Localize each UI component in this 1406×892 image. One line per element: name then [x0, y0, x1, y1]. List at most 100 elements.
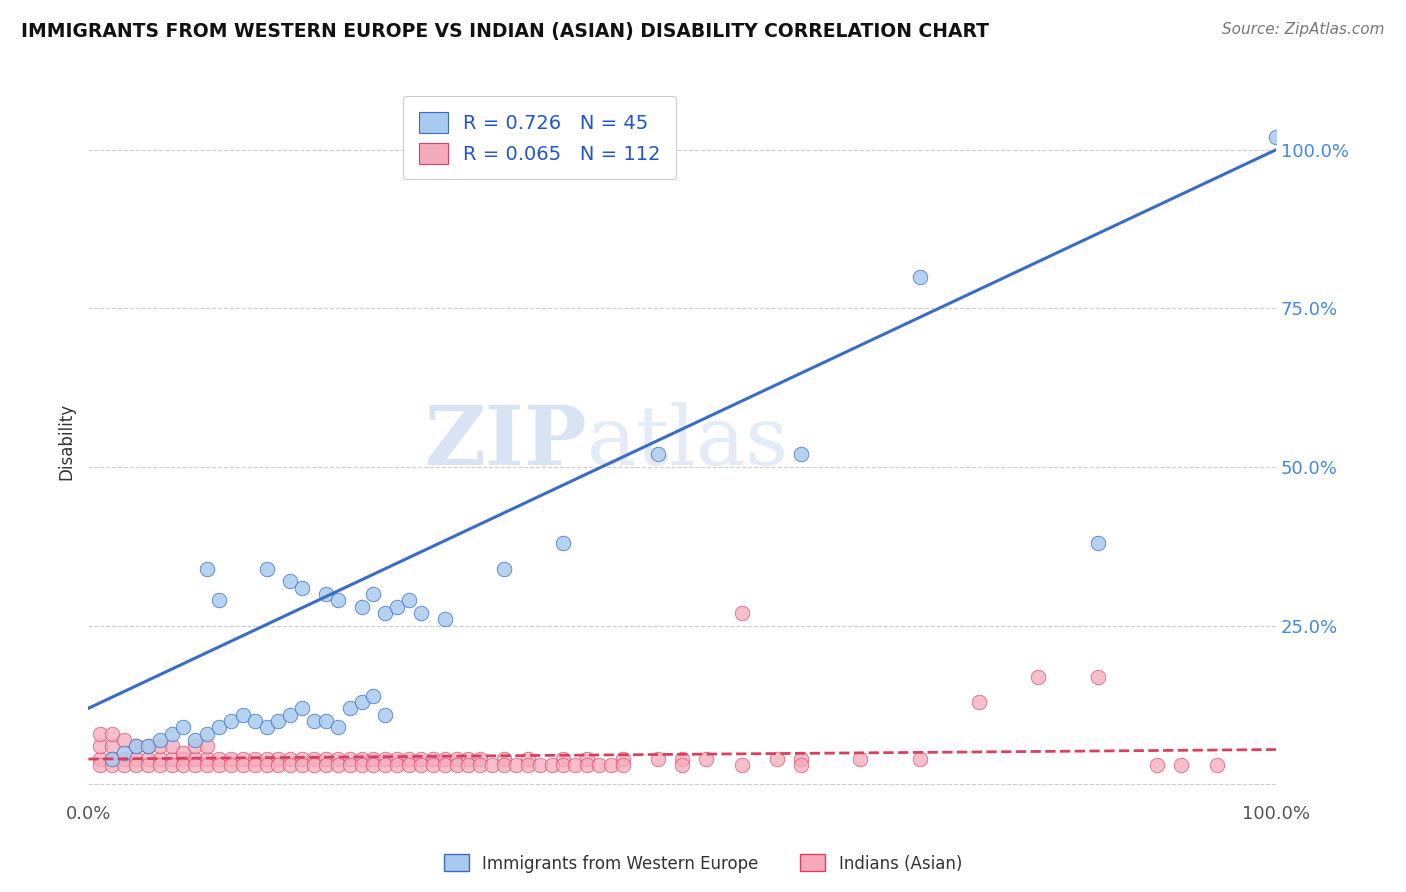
Point: [1087, 536, 1109, 550]
Point: [908, 752, 931, 766]
Point: [339, 752, 361, 766]
Point: [790, 447, 813, 461]
Point: [576, 758, 599, 772]
Point: [647, 752, 669, 766]
Point: [492, 562, 515, 576]
Point: [149, 739, 172, 754]
Point: [363, 689, 385, 703]
Point: [326, 758, 349, 772]
Point: [730, 758, 752, 772]
Point: [278, 758, 301, 772]
Point: [112, 752, 135, 766]
Point: [302, 752, 325, 766]
Point: [208, 752, 231, 766]
Point: [256, 758, 278, 772]
Point: [315, 587, 337, 601]
Point: [232, 707, 254, 722]
Point: [505, 758, 527, 772]
Point: [470, 758, 492, 772]
Point: [219, 714, 242, 728]
Point: [89, 752, 111, 766]
Point: [243, 752, 266, 766]
Point: [481, 758, 503, 772]
Point: [278, 752, 301, 766]
Point: [232, 752, 254, 766]
Point: [291, 752, 314, 766]
Point: [89, 758, 111, 772]
Point: [790, 752, 813, 766]
Point: [291, 758, 314, 772]
Point: [101, 739, 124, 754]
Point: [125, 739, 148, 754]
Point: [363, 758, 385, 772]
Point: [457, 758, 479, 772]
Point: [588, 758, 610, 772]
Point: [564, 758, 586, 772]
Point: [101, 727, 124, 741]
Point: [195, 739, 218, 754]
Point: [125, 739, 148, 754]
Point: [315, 758, 337, 772]
Point: [398, 758, 420, 772]
Point: [849, 752, 872, 766]
Text: IMMIGRANTS FROM WESTERN EUROPE VS INDIAN (ASIAN) DISABILITY CORRELATION CHART: IMMIGRANTS FROM WESTERN EUROPE VS INDIAN…: [21, 22, 988, 41]
Point: [136, 758, 159, 772]
Text: ZIP: ZIP: [425, 401, 588, 482]
Point: [172, 720, 194, 734]
Point: [671, 752, 693, 766]
Point: [256, 720, 278, 734]
Point: [398, 752, 420, 766]
Point: [267, 714, 290, 728]
Point: [967, 695, 990, 709]
Legend: Immigrants from Western Europe, Indians (Asian): Immigrants from Western Europe, Indians …: [437, 847, 969, 880]
Point: [172, 746, 194, 760]
Point: [409, 752, 432, 766]
Point: [184, 752, 207, 766]
Point: [195, 758, 218, 772]
Point: [446, 758, 468, 772]
Point: [1265, 130, 1288, 145]
Point: [243, 758, 266, 772]
Point: [326, 752, 349, 766]
Point: [766, 752, 789, 766]
Point: [553, 758, 575, 772]
Point: [1146, 758, 1168, 772]
Point: [492, 752, 515, 766]
Legend: R = 0.726   N = 45, R = 0.065   N = 112: R = 0.726 N = 45, R = 0.065 N = 112: [404, 96, 676, 179]
Point: [422, 752, 444, 766]
Y-axis label: Disability: Disability: [58, 403, 75, 480]
Point: [350, 752, 373, 766]
Point: [136, 752, 159, 766]
Point: [516, 758, 538, 772]
Point: [409, 606, 432, 620]
Point: [422, 758, 444, 772]
Point: [219, 758, 242, 772]
Point: [339, 701, 361, 715]
Point: [136, 739, 159, 754]
Point: [363, 752, 385, 766]
Point: [647, 447, 669, 461]
Point: [374, 758, 396, 772]
Point: [195, 727, 218, 741]
Point: [112, 746, 135, 760]
Point: [326, 720, 349, 734]
Point: [612, 752, 634, 766]
Point: [385, 599, 408, 614]
Point: [790, 758, 813, 772]
Point: [398, 593, 420, 607]
Point: [540, 758, 562, 772]
Point: [219, 752, 242, 766]
Point: [470, 752, 492, 766]
Point: [160, 739, 183, 754]
Point: [278, 707, 301, 722]
Point: [576, 752, 599, 766]
Point: [363, 587, 385, 601]
Point: [208, 758, 231, 772]
Point: [184, 739, 207, 754]
Point: [446, 752, 468, 766]
Point: [350, 695, 373, 709]
Point: [101, 752, 124, 766]
Point: [232, 758, 254, 772]
Point: [160, 727, 183, 741]
Point: [184, 758, 207, 772]
